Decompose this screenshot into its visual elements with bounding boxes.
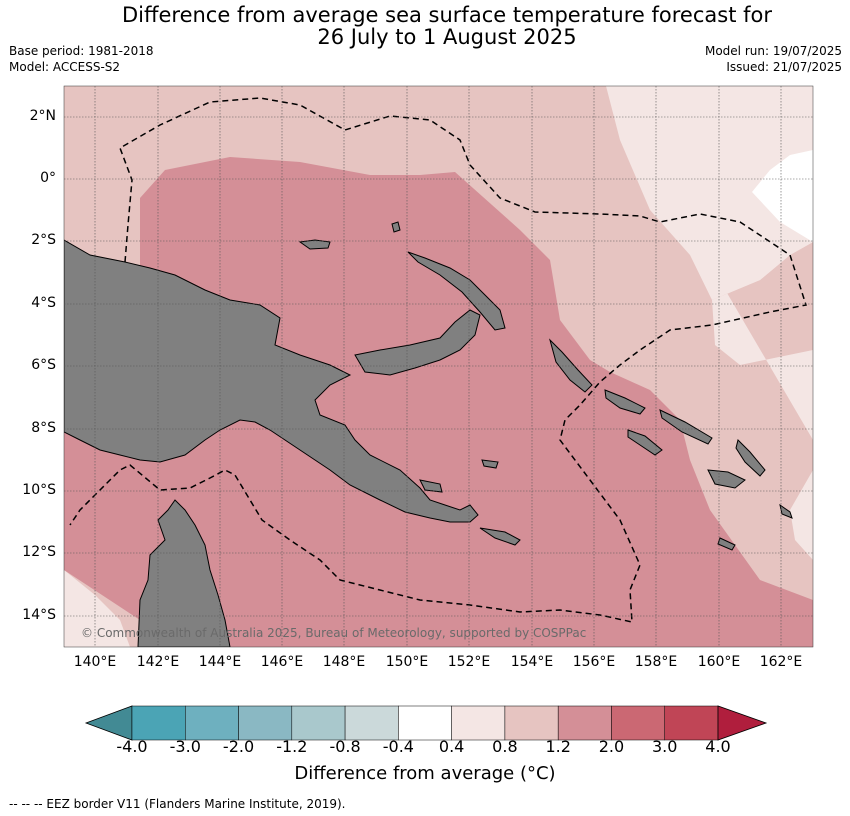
land-new-guinea xyxy=(64,239,479,523)
land-solomon-5 xyxy=(707,469,746,489)
colorbar-segment xyxy=(185,705,239,741)
latitude-label: 2°N xyxy=(29,108,56,124)
eez-border-north xyxy=(69,97,807,623)
land-solomon-2 xyxy=(659,409,713,445)
colorbar-tick-label: -2.0 xyxy=(222,737,255,756)
land-solomon-1 xyxy=(604,389,646,415)
colorbar-extend-high xyxy=(717,705,768,741)
colorbar-segment xyxy=(131,705,186,741)
land-solomon-4 xyxy=(735,439,766,477)
chart-title: Difference from average sea surface temp… xyxy=(0,4,850,48)
meta-right: Model run: 19/07/2025 Issued: 21/07/2025 xyxy=(705,43,842,75)
eez-legend-note: -- -- -- EEZ border V11 (Flanders Marine… xyxy=(9,797,346,811)
eez-borders xyxy=(69,97,807,623)
colorbar-segment xyxy=(451,705,506,741)
land-islet-6 xyxy=(779,503,793,519)
colorbar-tick-label: -4.0 xyxy=(116,737,148,756)
colorbar-tick-label: -1.2 xyxy=(276,737,308,756)
longitude-label: 152°E xyxy=(447,654,491,670)
longitude-label: 154°E xyxy=(510,654,554,670)
colorbar-title: Difference from average (°C) xyxy=(294,763,556,784)
title-line-1: Difference from average sea surface temp… xyxy=(122,3,772,27)
land-islet-2 xyxy=(481,459,499,469)
latitude-label: 0° xyxy=(40,170,56,186)
longitude-label: 140°E xyxy=(73,654,117,670)
colorbar-tick-label: 4.0 xyxy=(705,737,731,756)
latitude-label: 8°S xyxy=(31,420,56,436)
colorbar-extend-low xyxy=(84,705,133,741)
title-line-2: 26 July to 1 August 2025 xyxy=(317,25,577,49)
longitude-label: 148°E xyxy=(322,654,366,670)
land-islet-1 xyxy=(391,221,401,233)
colorbar-tick-label: 3.0 xyxy=(651,737,678,756)
base-period: Base period: 1981-2018 xyxy=(9,44,154,58)
latitude-label: 2°S xyxy=(31,232,56,248)
longitude-label: 150°E xyxy=(385,654,429,670)
colorbar-segment xyxy=(611,705,665,741)
colorbar-segment xyxy=(398,705,452,741)
colorbar-tick-label: -0.4 xyxy=(382,737,414,756)
land-new-britain xyxy=(354,309,481,376)
colorbar-tick-label: 0.8 xyxy=(492,737,518,756)
model-run: Model run: 19/07/2025 xyxy=(704,44,842,58)
land-islet-4 xyxy=(419,479,443,493)
land-australia xyxy=(137,499,231,647)
colorbar-segment xyxy=(238,705,293,741)
latitude-label: 6°S xyxy=(31,357,56,373)
colorbar-segment xyxy=(291,705,346,741)
colorbar-segment xyxy=(557,705,612,741)
anomaly-0.4-0.8-sw xyxy=(64,570,130,647)
longitude-label: 162°E xyxy=(759,654,803,670)
model-name: Model: ACCESS-S2 xyxy=(9,60,121,74)
land-solomon-3 xyxy=(627,429,663,456)
longitude-label: 158°E xyxy=(634,654,678,670)
colorbar-tick-label: 1.2 xyxy=(545,737,571,756)
copyright-text: © Commonwealth of Australia 2025, Bureau… xyxy=(81,626,587,640)
land-new-ireland xyxy=(407,251,506,331)
longitude-label: 146°E xyxy=(260,654,304,670)
gridlines xyxy=(64,86,813,647)
latitude-label: 4°S xyxy=(31,295,56,311)
anomaly-neutral-ne xyxy=(752,150,813,242)
issued-date: Issued: 21/07/2025 xyxy=(726,60,842,74)
colorbar-tick-label: 0.4 xyxy=(438,737,465,756)
colorbar-segment xyxy=(344,705,399,741)
colorbar-segment xyxy=(664,705,719,741)
map xyxy=(63,85,814,648)
latitude-label: 12°S xyxy=(22,544,56,560)
meta-left: Base period: 1981-2018 Model: ACCESS-S2 xyxy=(9,43,154,75)
anomaly-0.4-0.8-east-b xyxy=(606,86,813,300)
longitude-label: 160°E xyxy=(697,654,741,670)
map-frame xyxy=(63,85,814,648)
longitude-label: 144°E xyxy=(198,654,242,670)
anomaly-1.2-2.0 xyxy=(64,157,813,647)
colorbar-tick-label: -0.8 xyxy=(329,737,361,756)
latitude-label: 14°S xyxy=(22,607,56,623)
land-islet-3 xyxy=(479,527,521,546)
longitude-label: 142°E xyxy=(136,654,180,670)
latitude-label: 10°S xyxy=(22,482,56,498)
colorbar-tick-label: 2.0 xyxy=(598,737,625,756)
anomaly-0.4-0.8-se xyxy=(790,430,813,560)
colorbar xyxy=(84,705,768,741)
land-islet-5 xyxy=(717,537,736,551)
longitude-label: 156°E xyxy=(572,654,616,670)
colorbar-segment xyxy=(504,705,559,741)
colorbar-tick-label: -3.0 xyxy=(169,737,201,756)
land-manus xyxy=(298,239,331,250)
